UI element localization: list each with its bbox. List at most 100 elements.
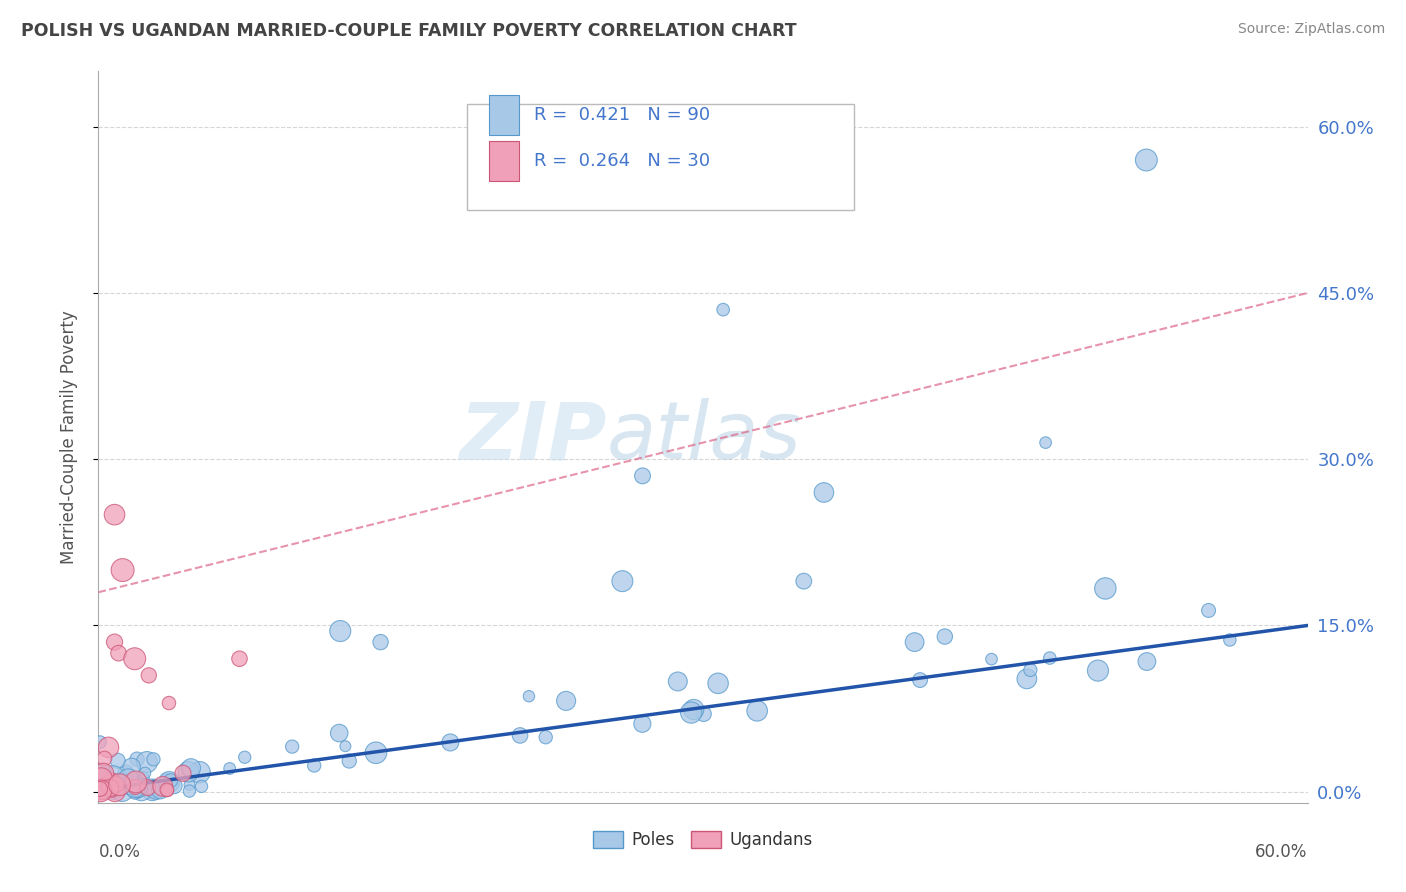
Point [793,574,815,589]
Point [98,780,121,795]
Point [666,674,689,689]
Point [156,783,179,797]
Point [179,784,201,798]
Point [1015,672,1038,686]
Point [136,780,159,795]
Point [364,746,387,760]
Point [517,690,540,704]
Point [124,651,146,665]
Point [149,783,172,797]
Point [90,782,112,797]
Point [90,782,112,797]
Point [124,780,146,794]
Point [101,777,124,791]
Bar [489,141,519,181]
Point [93,774,115,789]
Point [747,704,769,718]
Text: 0.0%: 0.0% [98,843,141,861]
Point [103,781,125,796]
Point [125,775,148,789]
Point [904,635,927,649]
Point [1087,664,1109,678]
Point [89,735,111,749]
Point [138,668,160,682]
Point [118,778,141,792]
Point [101,783,124,797]
Point [91,783,114,797]
Point [1219,632,1241,647]
Point [93,766,115,780]
Point [93,751,115,765]
Point [111,783,134,797]
Point [980,652,1002,666]
Point [180,761,202,775]
Point [132,771,155,785]
Point [190,780,212,794]
Point [98,778,121,792]
Point [329,624,352,638]
Point [129,774,152,789]
Point [370,635,392,649]
Point [127,781,149,796]
Point [711,302,734,317]
Point [218,762,240,776]
Point [813,485,835,500]
Text: R =  0.264   N = 30: R = 0.264 N = 30 [534,152,710,170]
Point [281,739,304,754]
Point [177,764,200,779]
Point [90,784,112,798]
Point [108,778,131,792]
Point [631,468,654,483]
Point [107,646,129,660]
Point [96,780,118,794]
Text: R =  0.421   N = 90: R = 0.421 N = 90 [534,106,710,124]
Point [1135,153,1157,167]
Point [107,782,129,797]
Point [101,773,124,788]
Point [439,735,461,749]
Point [152,780,174,794]
Point [934,630,956,644]
FancyBboxPatch shape [467,104,855,211]
Point [908,673,931,687]
Point [103,635,125,649]
Point [90,772,112,786]
Point [103,508,125,522]
Point [156,773,179,788]
Point [163,779,186,793]
Point [228,651,250,665]
Point [143,784,166,798]
Point [1039,651,1062,665]
Y-axis label: Married-Couple Family Poverty: Married-Couple Family Poverty [59,310,77,564]
Point [142,752,165,766]
Point [110,774,132,789]
Point [125,780,148,795]
Point [89,775,111,789]
Point [145,782,167,797]
Point [682,702,704,716]
Point [681,706,703,720]
Point [111,563,134,577]
Point [302,758,325,772]
Point [124,783,146,797]
Point [509,728,531,742]
Point [692,706,714,721]
Point [1198,603,1220,617]
Point [1035,435,1057,450]
Point [707,676,730,690]
Point [134,765,156,780]
Point [1136,655,1159,669]
Point [117,772,139,786]
Point [1019,663,1042,677]
Point [141,782,163,797]
Point [1094,582,1116,596]
Point [103,769,125,783]
Text: atlas: atlas [606,398,801,476]
Point [124,780,146,794]
Text: Source: ZipAtlas.com: Source: ZipAtlas.com [1237,22,1385,37]
Point [97,740,120,755]
Point [118,780,141,795]
Legend: Poles, Ugandans: Poles, Ugandans [593,831,813,849]
Point [91,764,114,779]
Point [127,781,149,796]
